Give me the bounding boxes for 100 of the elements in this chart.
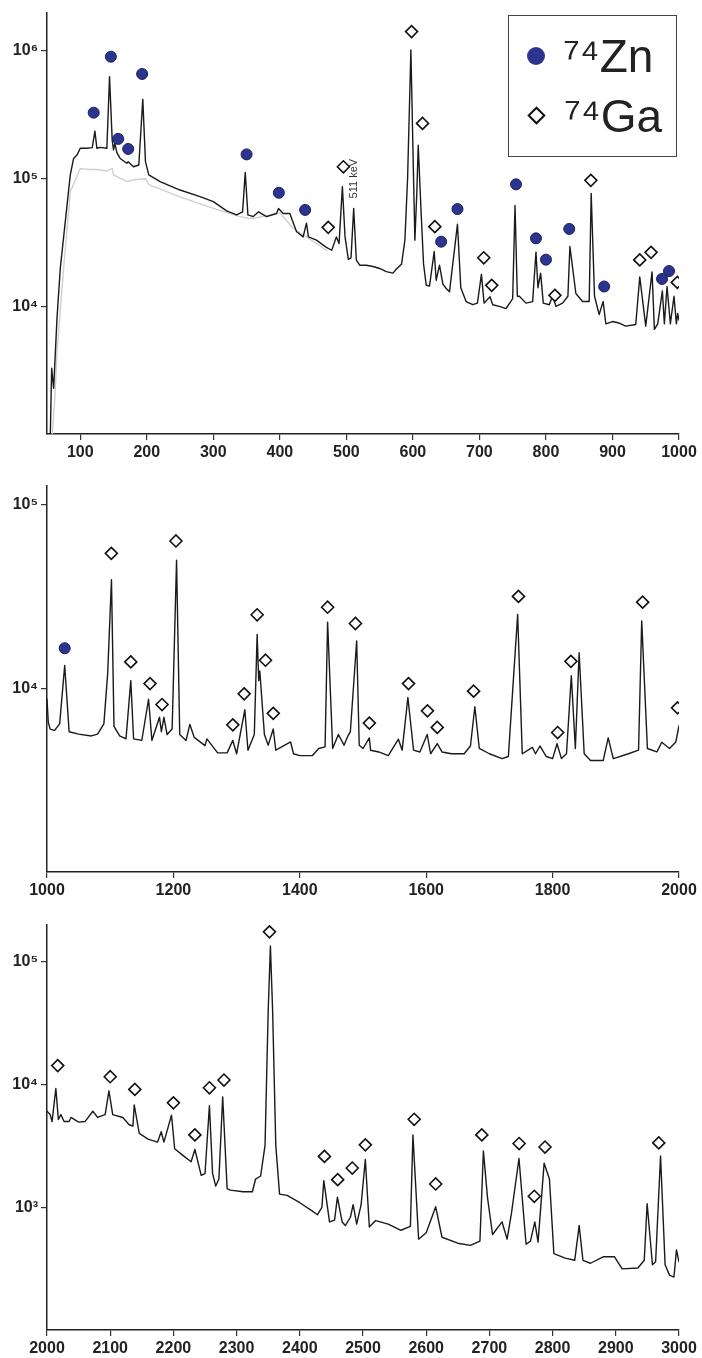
- point: [663, 265, 676, 278]
- point: [632, 253, 647, 267]
- y-tick-label: 10⁵: [12, 952, 38, 970]
- point: [202, 1081, 217, 1095]
- point: [321, 220, 336, 235]
- point: [128, 1082, 142, 1097]
- y-tick-label: 10⁴: [12, 1075, 39, 1093]
- point: [87, 106, 100, 119]
- x-tick-label: 2800: [534, 1339, 571, 1357]
- point: [217, 1073, 231, 1087]
- x-tick-label: 900: [599, 443, 626, 461]
- legend-label: ⁷⁴Zn: [563, 28, 654, 84]
- x-tick-label: 1600: [408, 881, 445, 899]
- y-tick-label: 10⁴: [12, 678, 39, 696]
- point: [317, 1149, 332, 1164]
- x-tick-label: 2000: [29, 1339, 65, 1357]
- x-tick-label: 2500: [345, 1339, 381, 1357]
- point: [299, 203, 312, 216]
- point: [435, 235, 448, 248]
- point: [563, 222, 576, 235]
- x-tick-label: 300: [199, 443, 227, 461]
- point: [428, 219, 442, 234]
- x-tick-label: 1800: [534, 881, 571, 899]
- x-tick-label: 200: [133, 443, 161, 461]
- point: [404, 24, 419, 39]
- point: [415, 116, 430, 131]
- point: [428, 1177, 443, 1191]
- point: [237, 687, 251, 701]
- annotation: 511 keV: [346, 158, 359, 199]
- point: [511, 589, 526, 604]
- point: [510, 178, 523, 191]
- point: [124, 655, 138, 669]
- y-tick-label: 10⁶: [12, 41, 38, 59]
- point: [266, 706, 281, 721]
- point: [103, 1069, 117, 1084]
- x-tick-label: 2200: [155, 1339, 192, 1357]
- point: [330, 1172, 345, 1187]
- point: [598, 280, 611, 293]
- x-tick-label: 400: [266, 443, 294, 461]
- x-tick-label: 2000: [661, 881, 697, 899]
- point: [258, 653, 273, 668]
- point: [58, 642, 71, 655]
- point: [240, 148, 253, 161]
- x-tick-label: 600: [399, 443, 427, 461]
- point: [407, 1112, 421, 1127]
- y-tick-label: 10³: [14, 1197, 38, 1215]
- point: [250, 607, 264, 622]
- y-tick-label: 10⁴: [12, 296, 39, 314]
- x-tick-label: 2100: [92, 1339, 129, 1357]
- point: [635, 595, 650, 609]
- x-tick-label: 2900: [598, 1339, 634, 1357]
- point: [104, 50, 117, 63]
- point: [226, 718, 240, 732]
- point: [656, 272, 669, 285]
- point: [358, 1138, 373, 1152]
- point: [548, 288, 562, 303]
- y-tick-label: 10⁵: [12, 169, 38, 187]
- x-tick-label: 2300: [218, 1339, 255, 1357]
- x-tick-label: 100: [66, 443, 94, 461]
- point: [362, 716, 377, 730]
- point: [644, 245, 658, 260]
- y-tick-label: 10⁵: [12, 494, 38, 512]
- point: [272, 186, 285, 199]
- x-tick-label: 3000: [661, 1339, 697, 1357]
- point: [564, 654, 578, 669]
- point: [529, 232, 542, 245]
- point: [451, 203, 464, 216]
- point: [345, 1161, 360, 1175]
- point: [538, 1140, 552, 1154]
- point: [466, 684, 481, 698]
- point: [122, 142, 135, 155]
- point: [550, 725, 565, 740]
- point: [155, 697, 169, 712]
- x-tick-label: 2400: [282, 1339, 318, 1357]
- point: [104, 546, 119, 561]
- point: [430, 720, 445, 735]
- point: [527, 1189, 542, 1204]
- point: [262, 925, 277, 939]
- x-tick-label: 2700: [471, 1339, 508, 1357]
- point: [348, 616, 363, 631]
- point: [188, 1128, 202, 1142]
- point: [539, 253, 552, 266]
- x-tick-label: 1200: [155, 881, 192, 899]
- point: [651, 1136, 666, 1150]
- x-tick-label: 2600: [408, 1339, 445, 1357]
- x-tick-label: 1000: [661, 443, 697, 461]
- point: [143, 676, 157, 691]
- point: [484, 278, 499, 293]
- point: [512, 1136, 526, 1151]
- point: [476, 251, 491, 265]
- point: [50, 1058, 65, 1073]
- point: [169, 534, 183, 548]
- point: [112, 132, 125, 145]
- point: [475, 1128, 489, 1142]
- legend-label: ⁷⁴Ga: [564, 88, 662, 144]
- x-tick-label: 700: [466, 443, 493, 461]
- x-tick-label: 1400: [282, 881, 318, 899]
- point: [420, 704, 435, 718]
- point: [584, 173, 598, 188]
- point: [401, 676, 416, 691]
